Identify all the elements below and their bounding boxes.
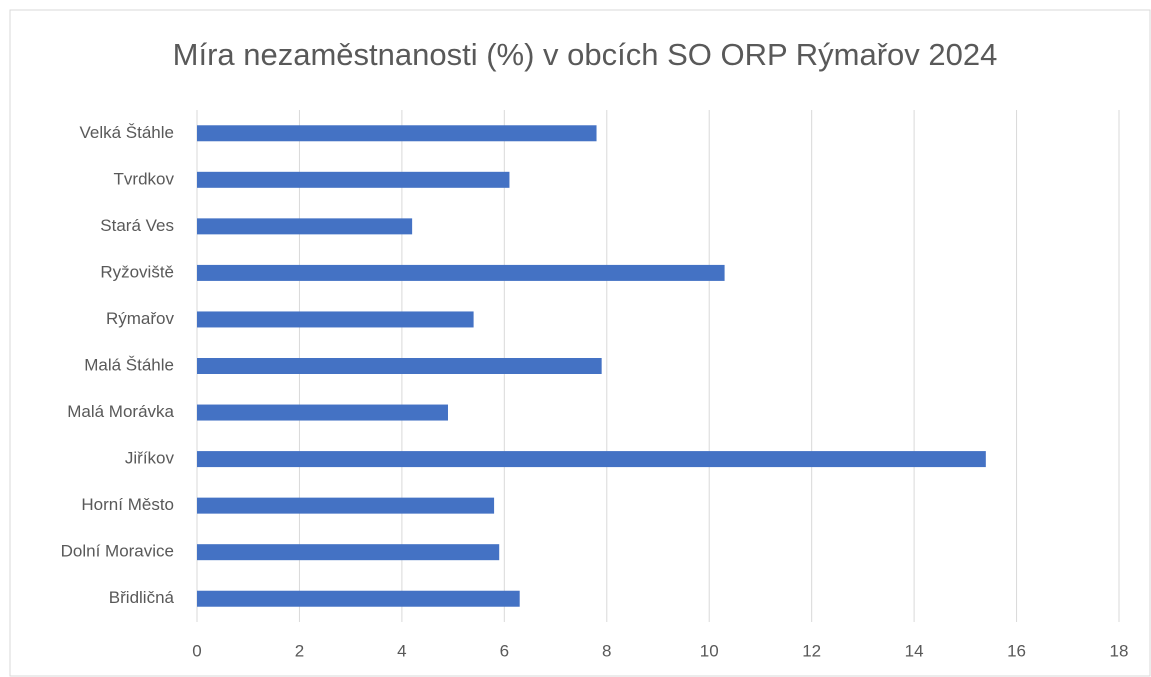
bar [197,218,413,235]
chart-frame [9,9,1151,677]
x-tick-label: 10 [700,641,719,660]
y-tick-label: Malá Morávka [67,402,174,421]
x-tick-label: 8 [602,641,611,660]
x-tick-label: 18 [1110,641,1129,660]
y-tick-label: Ryžoviště [100,262,174,281]
chart-title: Míra nezaměstnanosti (%) v obcích SO ORP… [173,37,998,72]
bar [197,590,520,607]
bar [197,171,510,188]
y-tick-label: Břidličná [109,588,175,607]
y-tick-label: Jiříkov [125,449,175,468]
x-tick-label: 12 [802,641,821,660]
y-tick-label: Malá Štáhle [84,355,174,374]
x-tick-label: 4 [397,641,406,660]
bar [197,125,597,142]
bar [197,358,602,374]
x-tick-label: 16 [1007,641,1026,660]
x-tick-label: 6 [500,641,509,660]
bar [197,497,495,514]
y-tick-label: Tvrdkov [114,169,175,188]
y-tick-label: Horní Město [81,495,174,514]
bar [197,264,725,281]
bar [197,451,986,468]
x-tick-label: 0 [192,641,201,660]
y-tick-label: Stará Ves [100,216,174,235]
x-tick-label: 14 [905,641,924,660]
x-tick-label: 2 [295,641,304,660]
bar [197,544,500,561]
y-tick-label: Rýmařov [106,309,175,328]
y-tick-label: Velká Štáhle [79,123,174,142]
bar [197,404,448,421]
bar [197,311,474,328]
y-tick-label: Dolní Moravice [61,542,174,561]
